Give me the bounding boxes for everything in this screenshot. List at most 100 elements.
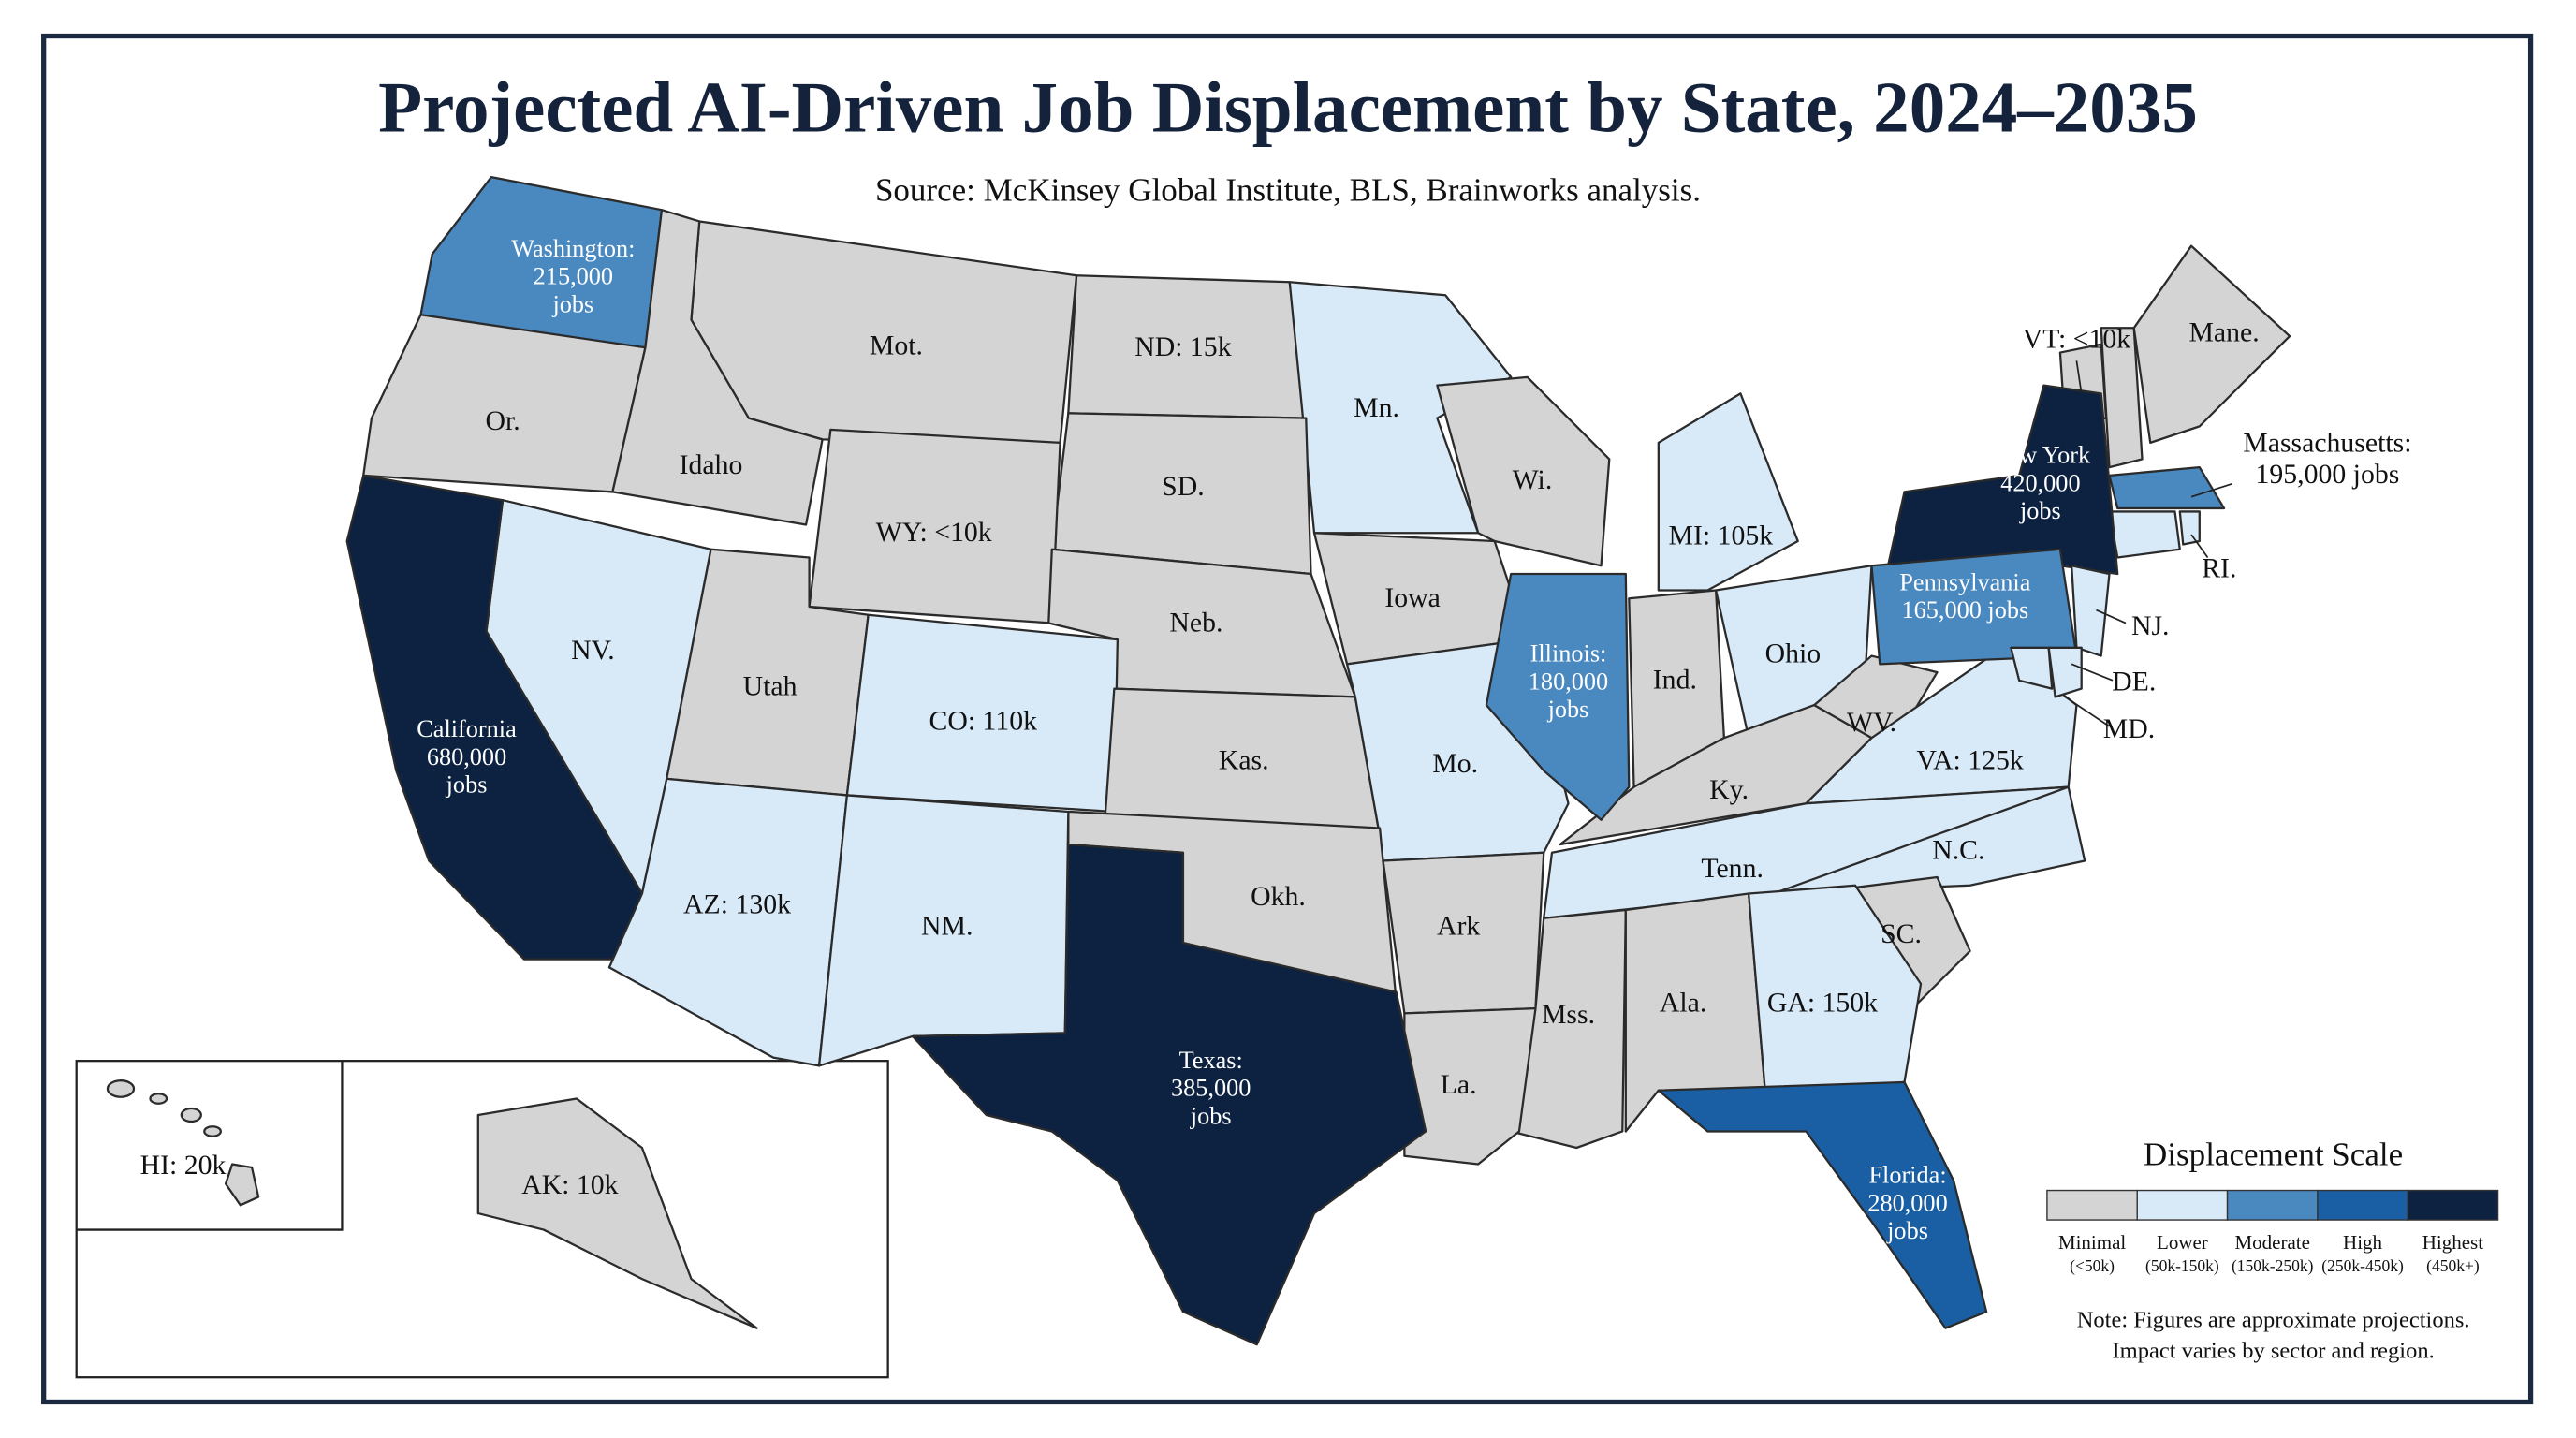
state-label: Wi. bbox=[1513, 464, 1553, 495]
label-line: Illinois: bbox=[1530, 640, 1607, 668]
island-shape bbox=[203, 1125, 222, 1137]
state-label: NJ. bbox=[2131, 610, 2170, 641]
note: Impact varies by sector and region. bbox=[2112, 1339, 2434, 1364]
label-line: GA: 150k bbox=[1767, 987, 1878, 1018]
legend-title: Displacement Scale bbox=[2144, 1137, 2403, 1173]
legend-label: (150k-250k) bbox=[2232, 1256, 2314, 1275]
state-shape bbox=[1436, 375, 1611, 567]
label-line: jobs bbox=[1886, 1217, 1928, 1244]
label-line: N.C. bbox=[1932, 835, 1984, 866]
label-line: CO: 110k bbox=[929, 705, 1037, 736]
label-line: Pennsylvania bbox=[1899, 568, 2030, 595]
state-label: Ind. bbox=[1653, 664, 1697, 695]
label-line: 180,000 bbox=[1529, 668, 1608, 695]
label-line: jobs bbox=[1190, 1103, 1232, 1130]
label-line: Massachusetts: bbox=[2243, 427, 2411, 458]
title: Projected AI-Driven Job Displacement by … bbox=[378, 66, 2198, 147]
legend-label: (50k-150k) bbox=[2145, 1256, 2219, 1275]
label-line: Mn. bbox=[1354, 392, 1399, 423]
legend-label: High bbox=[2343, 1231, 2383, 1254]
state-label: SC. bbox=[1881, 918, 1922, 949]
state-shape bbox=[911, 843, 1427, 1346]
label-line: SD. bbox=[1162, 471, 1205, 502]
state-label: Ky. bbox=[1709, 774, 1749, 805]
label-line: jobs bbox=[2019, 497, 2061, 524]
state-label: VT: <10k bbox=[2023, 323, 2130, 354]
label-line: Idaho bbox=[680, 449, 743, 480]
label-line: Florida: bbox=[1868, 1162, 1946, 1189]
state-label: AZ: 130k bbox=[683, 888, 791, 919]
state-shape bbox=[1805, 646, 2078, 805]
label-line: Ohio bbox=[1765, 638, 1822, 668]
state-label: VA: 125k bbox=[1916, 744, 2024, 775]
label-line: AZ: 130k bbox=[683, 888, 791, 919]
state-label: GA: 150k bbox=[1767, 987, 1878, 1018]
label-line: Ind. bbox=[1653, 664, 1697, 695]
label-line: Tenn. bbox=[1701, 853, 1764, 884]
leader-line bbox=[2064, 696, 2110, 727]
label-line: RI. bbox=[2202, 552, 2236, 583]
label-line: 165,000 jobs bbox=[1901, 596, 2028, 624]
label-line: VT: <10k bbox=[2023, 323, 2130, 354]
state-label: New York 420,000 jobs bbox=[1991, 442, 2091, 525]
label-line: Wi. bbox=[1513, 464, 1553, 495]
legend-label: Moderate bbox=[2234, 1231, 2309, 1254]
state-label: Texas: 385,000 jobs bbox=[1171, 1047, 1251, 1130]
state-label: La. bbox=[1441, 1069, 1477, 1100]
state-label: SD. bbox=[1162, 471, 1205, 502]
inset-frame bbox=[75, 1060, 889, 1379]
state-label: Mane. bbox=[2188, 316, 2259, 347]
state-label: RI. bbox=[2202, 552, 2236, 583]
label-line: Mot. bbox=[870, 330, 923, 360]
label-line: 385,000 bbox=[1171, 1075, 1251, 1102]
label-line: NJ. bbox=[2131, 610, 2170, 641]
state-shape bbox=[224, 1163, 260, 1207]
state-shape bbox=[476, 1097, 758, 1329]
label-line: MI: 105k bbox=[1669, 520, 1774, 550]
state-label: Or. bbox=[485, 405, 520, 436]
island-shape bbox=[149, 1093, 168, 1105]
legend-label: Highest bbox=[2422, 1231, 2483, 1254]
label-line: Mo. bbox=[1432, 748, 1478, 779]
state-shape bbox=[2108, 510, 2181, 559]
label-line: Utah bbox=[743, 670, 798, 701]
state-shape bbox=[2010, 646, 2054, 690]
label-line: Kas. bbox=[1219, 744, 1269, 775]
state-label: ND: 15k bbox=[1134, 331, 1231, 362]
label-line: 680,000 bbox=[427, 743, 506, 770]
state-label: NM. bbox=[921, 910, 973, 941]
state-shape bbox=[1485, 572, 1631, 821]
state-label: CO: 110k bbox=[929, 705, 1037, 736]
label-line: jobs bbox=[446, 771, 488, 799]
state-label: N.C. bbox=[1932, 835, 1984, 866]
leader-line bbox=[2075, 360, 2083, 394]
label-line: Or. bbox=[485, 405, 520, 436]
legend-label: (<50k) bbox=[2070, 1256, 2115, 1275]
label-line: WY: <10k bbox=[876, 517, 992, 548]
state-label: Neb. bbox=[1169, 607, 1222, 638]
label-line: SC. bbox=[1881, 918, 1922, 949]
state-label: Illinois: 180,000 jobs bbox=[1529, 640, 1608, 724]
leader-line bbox=[2190, 534, 2209, 558]
state-shape bbox=[1657, 1080, 1988, 1329]
island-shape bbox=[106, 1079, 136, 1098]
state-label: Pennsylvania 165,000 jobs bbox=[1899, 568, 2030, 624]
label-line: Washington: bbox=[511, 235, 635, 262]
label-line: HI: 20k bbox=[140, 1150, 227, 1181]
legend-label: (250k-450k) bbox=[2321, 1256, 2404, 1275]
inset-divider bbox=[76, 1061, 344, 1231]
state-shape bbox=[2071, 565, 2111, 657]
legend-swatch bbox=[2136, 1189, 2229, 1221]
state-label: Massachusetts: 195,000 jobs bbox=[2243, 427, 2411, 489]
state-shape bbox=[1748, 884, 1923, 1092]
state-label: Idaho bbox=[680, 449, 743, 480]
label-line: Ark bbox=[1437, 910, 1480, 941]
state-label: WV. bbox=[1847, 707, 1896, 738]
legend-swatch bbox=[2226, 1189, 2319, 1221]
state-label: Mot. bbox=[870, 330, 923, 360]
state-label: Okh. bbox=[1251, 881, 1306, 912]
subtitle: Source: McKinsey Global Institute, BLS, … bbox=[875, 172, 1701, 209]
